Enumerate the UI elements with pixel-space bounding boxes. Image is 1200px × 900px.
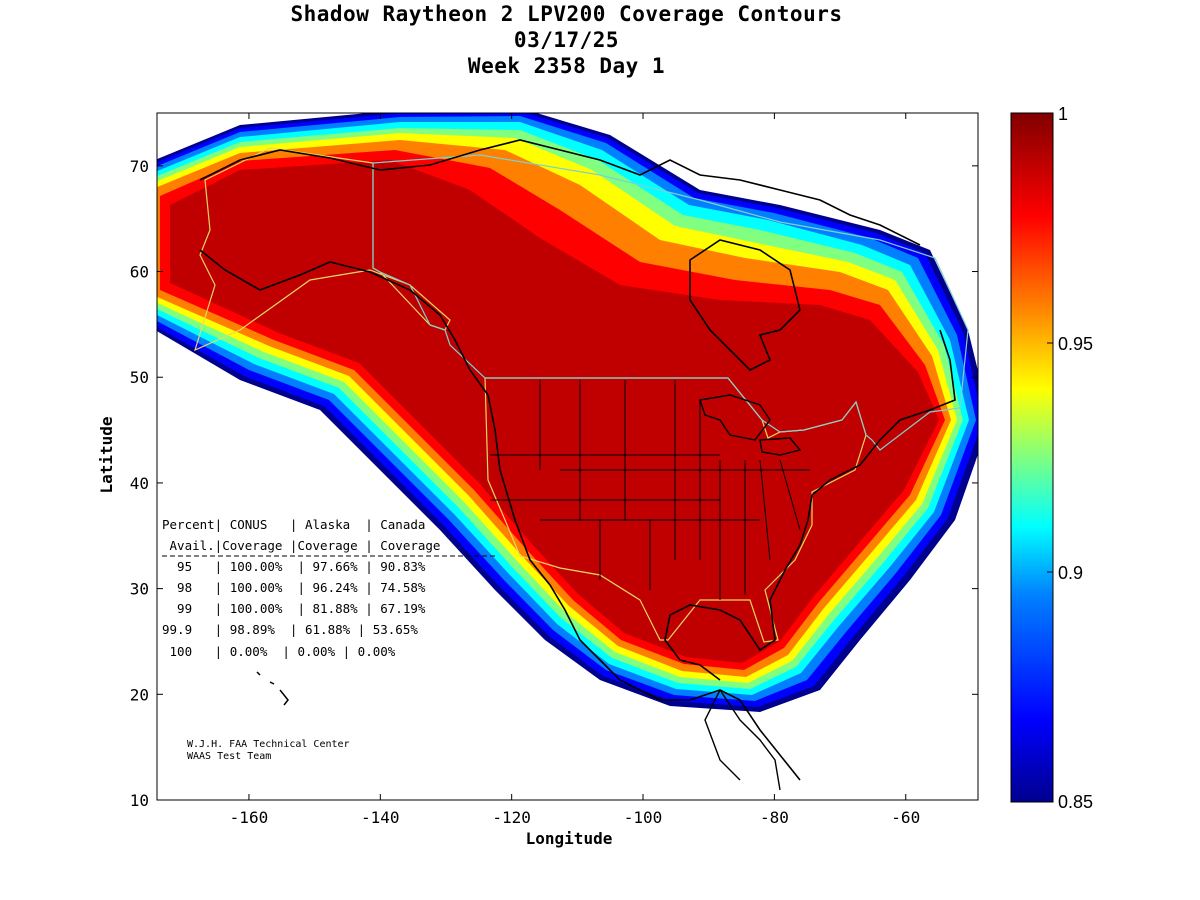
alaska-outline — [194, 147, 451, 352]
colorbar-label-min: 0.85 — [1058, 792, 1093, 812]
table-row: 95 | 100.00% | 97.66% | 90.83% — [162, 559, 426, 574]
y-tick-label: 60 — [130, 263, 149, 282]
coastline-north — [199, 139, 921, 246]
coverage-heatmap — [157, 113, 978, 712]
x-tick-label: -100 — [624, 808, 663, 827]
chart-week-day: Week 2358 Day 1 — [467, 54, 666, 78]
coverage-table: Percent| CONUS | Alaska | Canada Avail.|… — [162, 517, 495, 659]
colorbar-label-095: 0.95 — [1058, 334, 1093, 354]
y-tick-label: 50 — [130, 368, 149, 387]
coastline-east — [664, 329, 956, 681]
x-axis: -160 -140 -120 -100 -80 -60 — [230, 113, 920, 827]
x-tick-label: -60 — [891, 808, 920, 827]
state-lines — [490, 380, 810, 600]
political-borders — [194, 139, 969, 791]
y-tick-label: 20 — [130, 685, 149, 704]
central-america — [704, 689, 781, 791]
colorbar-gradient — [1010, 112, 1054, 803]
chart-title: Shadow Raytheon 2 LPV200 Coverage Contou… — [290, 2, 843, 26]
y-axis-label: Latitude — [97, 416, 116, 493]
colorbar: 1 0.95 0.9 0.85 — [1010, 104, 1093, 812]
y-tick-label: 70 — [130, 157, 149, 176]
y-axis: 70 60 50 40 30 20 10 — [130, 157, 978, 810]
credit-line-2: WAAS Test Team — [187, 751, 271, 762]
colorbar-label-max: 1 — [1058, 104, 1068, 124]
plot-frame — [156, 112, 979, 801]
hudson-bay — [689, 239, 801, 371]
credit-line-1: W.J.H. FAA Technical Center — [187, 739, 350, 750]
y-tick-label: 30 — [130, 580, 149, 599]
x-tick-label: -120 — [492, 808, 531, 827]
x-tick-label: -80 — [760, 808, 789, 827]
y-tick-label: 10 — [130, 791, 149, 810]
table-row: 99 | 100.00% | 81.88% | 67.19% — [162, 601, 426, 616]
table-header-2: Avail.|Coverage |Coverage | Coverage — [162, 538, 440, 553]
great-lakes — [699, 394, 802, 456]
table-header-1: Percent| CONUS | Alaska | Canada — [162, 517, 425, 532]
contour-core-1.0 — [170, 160, 939, 663]
table-row: 98 | 100.00% | 96.24% | 74.58% — [162, 580, 426, 595]
canada-outline — [372, 154, 969, 451]
y-tick-label: 40 — [130, 474, 149, 493]
x-tick-label: -160 — [230, 808, 269, 827]
x-axis-label: Longitude — [526, 829, 613, 848]
coastline-alaska-south — [199, 249, 489, 396]
chart-date: 03/17/25 — [513, 28, 620, 52]
colorbar-label-090: 0.9 — [1058, 563, 1083, 583]
table-row: 100 | 0.00% | 0.00% | 0.00% — [162, 644, 396, 659]
x-tick-label: -140 — [361, 808, 400, 827]
coastline-west — [487, 394, 801, 781]
hawaii — [256, 671, 289, 706]
table-row: 99.9 | 98.89% | 61.88% | 53.65% — [162, 622, 418, 637]
